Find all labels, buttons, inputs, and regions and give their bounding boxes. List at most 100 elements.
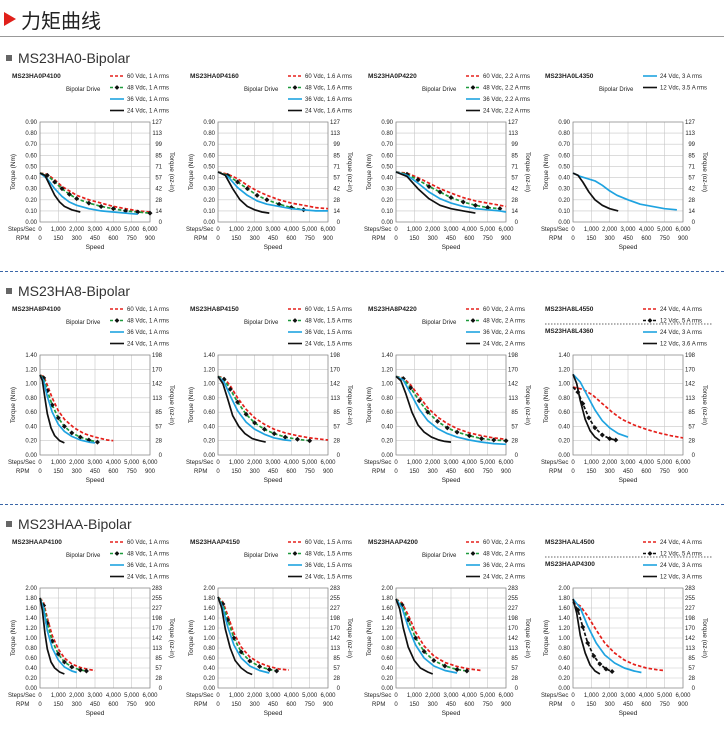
y-tick-label: 1.40 bbox=[558, 353, 570, 359]
series-line bbox=[572, 373, 601, 442]
y-tick-label: 0.70 bbox=[203, 142, 215, 148]
y-tick-label: 0.60 bbox=[25, 656, 37, 662]
y2-tick-label: 113 bbox=[330, 646, 340, 652]
data-point-marker bbox=[74, 196, 80, 202]
rpm-axis-label: RPM bbox=[372, 702, 385, 708]
y2-tick-label: 142 bbox=[330, 636, 341, 642]
y2-axis-title: Torque (oz-in) bbox=[524, 152, 531, 192]
steps-tick-label: 4,000 bbox=[106, 460, 122, 466]
series-line bbox=[39, 597, 77, 674]
series-line bbox=[395, 598, 468, 672]
legend-label: 12 Vdc, 5 A rms bbox=[660, 319, 702, 325]
y2-tick-label: 28 bbox=[688, 198, 695, 204]
x-tick-label: 150 bbox=[409, 469, 420, 475]
x-tick-label: 300 bbox=[428, 469, 439, 475]
rpm-axis-label: RPM bbox=[549, 469, 562, 475]
steps-tick-label: 2,000 bbox=[247, 460, 263, 466]
y-tick-label: 0.40 bbox=[558, 424, 570, 430]
y2-tick-label: 0 bbox=[515, 220, 519, 226]
y2-tick-label: 85 bbox=[688, 153, 695, 159]
legend-label: 24 Vdc, 3 A rms bbox=[660, 330, 702, 336]
y2-tick-label: 57 bbox=[333, 176, 340, 182]
chart-title: MS23HAAP4100 bbox=[12, 539, 62, 546]
y-tick-label: 0.20 bbox=[381, 676, 393, 682]
y-tick-label: 0.10 bbox=[381, 209, 393, 215]
series-line bbox=[39, 597, 87, 672]
y2-tick-label: 14 bbox=[333, 209, 340, 215]
page-title: 力矩曲线 bbox=[21, 10, 101, 33]
x-tick-label: 600 bbox=[108, 236, 119, 242]
y-tick-label: 0.40 bbox=[381, 176, 393, 182]
y-tick-label: 0.20 bbox=[203, 198, 215, 204]
legend-label: 24 Vdc, 3 A rms bbox=[660, 563, 702, 569]
y-tick-label: 0.60 bbox=[381, 656, 393, 662]
y2-tick-label: 113 bbox=[685, 131, 695, 137]
y2-tick-label: 170 bbox=[152, 367, 163, 373]
y-axis-title: Torque (Nm) bbox=[188, 387, 195, 423]
legend-label: 60 Vdc, 1 A rms bbox=[127, 74, 169, 80]
steps-tick-label: 6,000 bbox=[142, 693, 158, 699]
chart-ms23haal4500: MS23HAAL4500 MS23HAAP4300 24 Vdc, 4 A rms 1… bbox=[541, 539, 713, 717]
steps-axis-label: Steps/Sec bbox=[541, 460, 568, 466]
data-point-marker bbox=[282, 434, 288, 440]
y-tick-label: 0.50 bbox=[203, 164, 215, 170]
steps-axis-label: Steps/Sec bbox=[8, 460, 35, 466]
y2-tick-label: 113 bbox=[152, 646, 162, 652]
data-point-marker bbox=[491, 437, 497, 443]
chart-ms23haap4100: MS23HAAP4100 Bipolar Drive 60 Vdc, 1 A rms… bbox=[8, 539, 175, 717]
legend-label: 48 Vdc, 2 A rms bbox=[483, 552, 525, 558]
y-axis-title: Torque (Nm) bbox=[366, 620, 373, 656]
steps-tick-label: 3,000 bbox=[265, 460, 281, 466]
data-point-marker bbox=[415, 177, 421, 183]
steps-tick-label: 4,000 bbox=[106, 227, 122, 233]
x-tick-label: 600 bbox=[464, 236, 475, 242]
series-line bbox=[217, 171, 328, 212]
x-tick-label: 450 bbox=[268, 702, 279, 708]
x-tick-label: 0 bbox=[216, 236, 220, 242]
x-tick-label: 900 bbox=[323, 702, 334, 708]
data-point-marker bbox=[603, 666, 609, 672]
section-divider bbox=[0, 504, 724, 505]
plot-frame bbox=[39, 587, 151, 689]
data-point-marker bbox=[110, 206, 116, 212]
y-axis-title: Torque (Nm) bbox=[188, 620, 195, 656]
y-tick-label: 1.40 bbox=[381, 616, 393, 622]
y2-tick-label: 127 bbox=[685, 120, 696, 126]
steps-tick-label: 2,000 bbox=[425, 693, 441, 699]
y2-tick-label: 57 bbox=[333, 666, 340, 672]
y2-tick-label: 255 bbox=[508, 596, 519, 602]
y-tick-label: 1.40 bbox=[25, 616, 37, 622]
y2-tick-label: 198 bbox=[330, 616, 341, 622]
y2-tick-label: 85 bbox=[688, 410, 695, 416]
y-tick-label: 1.60 bbox=[25, 606, 37, 612]
steps-tick-label: 3,000 bbox=[87, 227, 103, 233]
legend-marker bbox=[470, 551, 476, 556]
y2-tick-label: 57 bbox=[155, 424, 162, 430]
y2-tick-label: 255 bbox=[152, 596, 163, 602]
data-point-marker bbox=[61, 659, 67, 665]
series-line bbox=[395, 171, 500, 210]
y2-tick-label: 283 bbox=[508, 586, 519, 592]
y-tick-label: 0.20 bbox=[558, 198, 570, 204]
data-point-marker bbox=[613, 437, 619, 443]
x-tick-label: 750 bbox=[483, 236, 494, 242]
plot-frame bbox=[39, 121, 151, 223]
rpm-axis-label: RPM bbox=[194, 469, 207, 475]
steps-tick-label: 1,000 bbox=[51, 460, 67, 466]
series-line bbox=[217, 171, 329, 210]
x-tick-label: 450 bbox=[268, 469, 279, 475]
x-tick-label: 750 bbox=[660, 469, 671, 475]
series-line bbox=[572, 172, 677, 211]
data-point-marker bbox=[247, 658, 253, 664]
steps-tick-label: 1,000 bbox=[51, 693, 67, 699]
steps-tick-label: 6,000 bbox=[320, 693, 336, 699]
y-tick-label: 1.00 bbox=[381, 382, 393, 388]
legend-label: 24 Vdc, 2 A rms bbox=[483, 575, 525, 581]
chart-title: MS23HAAP4150 bbox=[190, 539, 240, 546]
x-tick-label: 150 bbox=[53, 702, 64, 708]
x-axis-title: Speed bbox=[86, 244, 105, 251]
y2-tick-label: 85 bbox=[333, 410, 340, 416]
x-tick-label: 450 bbox=[623, 469, 634, 475]
x-tick-label: 150 bbox=[586, 469, 597, 475]
steps-tick-label: 5,000 bbox=[124, 227, 140, 233]
